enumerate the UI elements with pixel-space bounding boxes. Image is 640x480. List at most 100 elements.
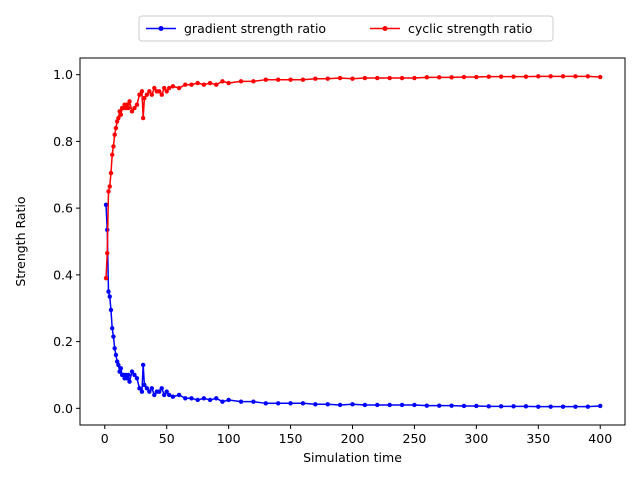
data-point	[511, 74, 516, 79]
series-line	[105, 204, 601, 408]
data-point	[139, 89, 145, 94]
legend-entry: cyclic strength ratio	[370, 21, 532, 36]
data-point	[116, 115, 121, 121]
data-point	[548, 74, 553, 79]
data-point	[560, 74, 566, 79]
data-point	[486, 74, 491, 79]
data-point	[189, 82, 194, 87]
data-point	[375, 402, 380, 408]
data-point	[152, 85, 157, 91]
data-point	[117, 109, 122, 114]
data-point	[573, 74, 578, 79]
data-point	[112, 346, 117, 351]
series-gradient	[103, 202, 603, 409]
data-point	[325, 402, 330, 407]
data-point	[220, 399, 225, 404]
data-point	[162, 85, 167, 91]
data-point	[387, 402, 392, 408]
data-point	[288, 401, 293, 406]
series-line	[105, 75, 601, 279]
y-tick-label: 0.0	[53, 401, 73, 416]
data-point	[147, 389, 152, 394]
data-point	[140, 362, 146, 368]
data-point	[114, 359, 120, 364]
data-point	[511, 404, 516, 409]
data-point	[127, 99, 132, 104]
data-point	[142, 95, 147, 101]
data-point	[424, 403, 430, 408]
data-point	[201, 82, 207, 87]
y-axis-label: Strength Ratio	[13, 196, 28, 286]
data-point	[449, 75, 454, 80]
data-point	[117, 369, 122, 374]
data-point	[183, 396, 188, 401]
data-point	[313, 402, 318, 407]
data-point	[300, 77, 306, 82]
data-point	[126, 372, 131, 378]
x-tick-label: 350	[526, 431, 550, 446]
data-point	[207, 397, 213, 403]
data-point	[114, 119, 120, 124]
data-point	[238, 399, 244, 404]
data-point	[523, 74, 529, 79]
data-point	[263, 401, 268, 406]
data-point	[195, 80, 200, 86]
data-point	[437, 403, 442, 408]
y-tick-label: 0.8	[53, 134, 73, 149]
data-point	[164, 389, 169, 394]
data-point	[325, 76, 330, 81]
data-point	[112, 132, 117, 137]
data-point	[162, 392, 167, 398]
data-point	[142, 382, 147, 388]
data-point	[560, 404, 566, 409]
data-point	[548, 404, 553, 409]
data-point	[598, 74, 603, 80]
data-point	[107, 294, 112, 299]
data-point	[124, 102, 130, 107]
x-tick-label: 50	[159, 431, 175, 446]
data-point	[106, 289, 111, 294]
data-point	[124, 376, 130, 381]
data-point	[132, 105, 137, 111]
data-point	[118, 366, 124, 371]
data-point	[176, 85, 182, 91]
x-tick-label: 200	[341, 431, 365, 446]
data-point	[144, 92, 150, 97]
x-tick-label: 250	[403, 431, 427, 446]
y-tick-label: 0.4	[53, 267, 73, 282]
data-point	[214, 396, 219, 401]
data-point	[437, 75, 442, 80]
data-point	[140, 115, 146, 121]
x-tick-label: 100	[217, 431, 241, 446]
data-point	[189, 396, 194, 401]
legend-label: cyclic strength ratio	[408, 21, 532, 36]
data-point	[424, 75, 430, 80]
data-point	[111, 334, 116, 339]
data-point	[498, 404, 504, 409]
data-point	[129, 369, 135, 374]
data-point	[275, 401, 281, 406]
data-point	[157, 389, 162, 394]
data-point	[107, 184, 112, 189]
data-point	[251, 79, 256, 84]
data-point	[461, 74, 467, 80]
axes-frame	[79, 57, 626, 426]
data-point	[263, 77, 268, 82]
x-tick-label: 400	[588, 431, 612, 446]
x-tick-label: 150	[279, 431, 303, 446]
x-axis-label: Simulation time	[303, 450, 402, 465]
data-point	[132, 372, 137, 378]
data-point	[375, 75, 380, 81]
data-point	[486, 404, 491, 409]
data-point	[337, 75, 343, 81]
data-point	[461, 403, 467, 409]
x-tick-label: 300	[464, 431, 488, 446]
data-point	[498, 74, 504, 79]
data-point	[536, 74, 541, 79]
data-point	[474, 74, 479, 80]
data-point	[337, 402, 343, 408]
data-point	[573, 404, 578, 409]
legend-box	[138, 15, 554, 42]
data-point	[149, 92, 155, 97]
